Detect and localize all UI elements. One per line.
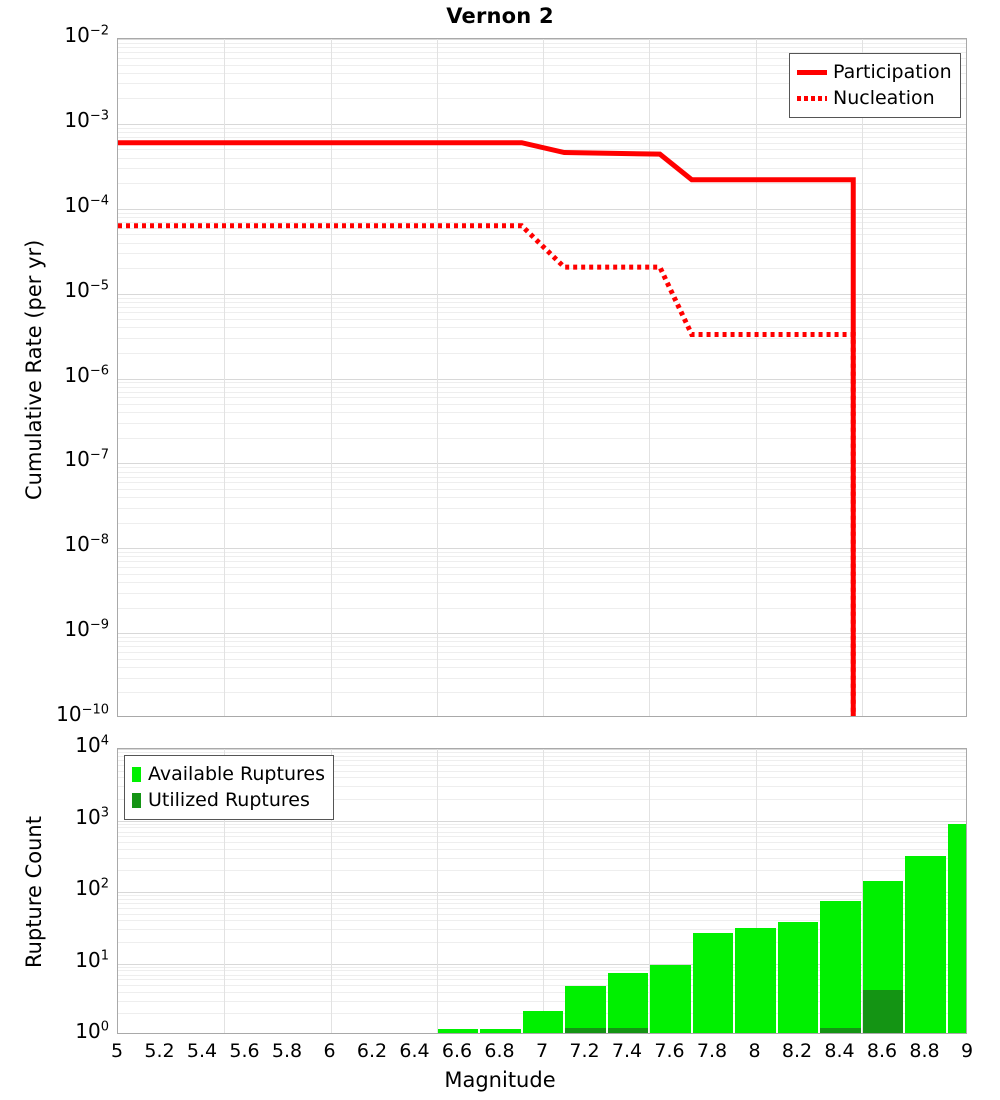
x-axis-tick-label: 5 (110, 1040, 124, 1062)
x-axis-tick-label: 7.2 (569, 1040, 600, 1062)
y-axis-tick-label: 10−6 (64, 362, 109, 387)
available-rupture-bar (650, 964, 691, 1033)
mfd-curves (118, 140, 856, 716)
x-axis-tick-label: 5.4 (186, 1040, 218, 1062)
x-axis-tick-label: 8 (748, 1040, 761, 1062)
solid-line-icon (797, 69, 827, 75)
x-axis-tick-label: 5.6 (229, 1040, 260, 1062)
y-axis-tick-label: 10−10 (56, 702, 109, 726)
legend-label-participation: Participation (833, 60, 952, 83)
available-rupture-bar (777, 921, 819, 1033)
legend-item-participation: Participation (797, 59, 952, 85)
rupture-legend: Available Ruptures Utilized Ruptures (124, 755, 334, 820)
y-axis-tick-label: 10−4 (64, 192, 109, 217)
legend-item-available: Available Ruptures (132, 761, 325, 787)
available-rupture-bar (905, 855, 946, 1033)
x-axis-tick-label: 8.2 (781, 1040, 813, 1062)
x-axis-tick-label: 8.4 (824, 1040, 855, 1062)
rupture-bars (118, 749, 966, 1033)
utilized-rupture-bar (862, 989, 904, 1033)
legend-label-available: Available Ruptures (148, 762, 325, 785)
x-axis-tick-label: 6.4 (399, 1040, 430, 1062)
y-axis-tick-label: 102 (75, 876, 109, 900)
curve-participation (118, 140, 856, 716)
available-rupture-bar (522, 1011, 564, 1033)
x-axis-tick-label: 6.8 (484, 1040, 515, 1062)
dotted-line-icon (797, 95, 827, 101)
y-axis-tick-label: 104 (75, 733, 109, 757)
x-axis-tick-label: 6.2 (356, 1040, 388, 1062)
legend-item-utilized: Utilized Ruptures (132, 787, 325, 813)
curve-legend: Participation Nucleation (789, 53, 961, 118)
y-axis-tick-label: 10−5 (64, 277, 109, 302)
available-rupture-bar (565, 986, 606, 1033)
page-title: Vernon 2 (446, 4, 554, 28)
y-axis-tick-label: 10−9 (64, 617, 109, 642)
cumulative-rate-plot (117, 38, 967, 717)
utilized-swatch-icon (132, 792, 141, 808)
x-axis-tick-label: 5.2 (144, 1040, 175, 1062)
x-axis-tick-label: 6.6 (441, 1040, 473, 1062)
y-axis-tick-label: 10−3 (64, 107, 109, 132)
x-axis-tick-label: 7.8 (696, 1040, 728, 1062)
y-axis-tick-label: 101 (75, 947, 109, 972)
curve-nucleation (118, 223, 856, 716)
x-axis-tick-label: 7.4 (611, 1040, 643, 1062)
x-axis-tick-label: 8.8 (909, 1040, 940, 1062)
available-swatch-icon (132, 766, 141, 782)
available-rupture-bar (437, 1029, 479, 1033)
available-rupture-bar (820, 901, 861, 1033)
x-axis-tick-label: 6 (323, 1040, 336, 1062)
x-axis-tick-label: 9 (960, 1040, 974, 1062)
x-axis-tick-label: 5.8 (271, 1040, 303, 1062)
x-axis-title: Magnitude (444, 1068, 556, 1092)
legend-label-nucleation: Nucleation (833, 86, 935, 109)
x-axis-tick-label: 7.6 (654, 1040, 685, 1062)
utilized-rupture-bar (565, 1028, 606, 1033)
utilized-rupture-bar (607, 1028, 649, 1033)
utilized-rupture-bar (820, 1028, 861, 1033)
y-axis-tick-label: 10−2 (64, 23, 109, 47)
top-y-axis-title: Cumulative Rate (per yr) (22, 239, 46, 500)
y-axis-tick-label: 10−8 (64, 532, 109, 557)
legend-item-nucleation: Nucleation (797, 85, 952, 111)
legend-label-utilized: Utilized Ruptures (148, 788, 310, 811)
available-rupture-bar (947, 824, 966, 1033)
x-axis-tick-label: 7 (535, 1040, 549, 1062)
available-rupture-bar (607, 972, 649, 1033)
available-rupture-bar (735, 928, 776, 1033)
x-axis-tick-label: 8.6 (866, 1040, 898, 1062)
available-rupture-bar (480, 1029, 521, 1033)
y-axis-tick-label: 10−7 (64, 447, 109, 472)
y-axis-tick-label: 103 (75, 804, 109, 829)
bottom-y-axis-title: Rupture Count (22, 816, 46, 968)
y-axis-tick-label: 100 (75, 1019, 109, 1043)
available-rupture-bar (692, 933, 734, 1033)
